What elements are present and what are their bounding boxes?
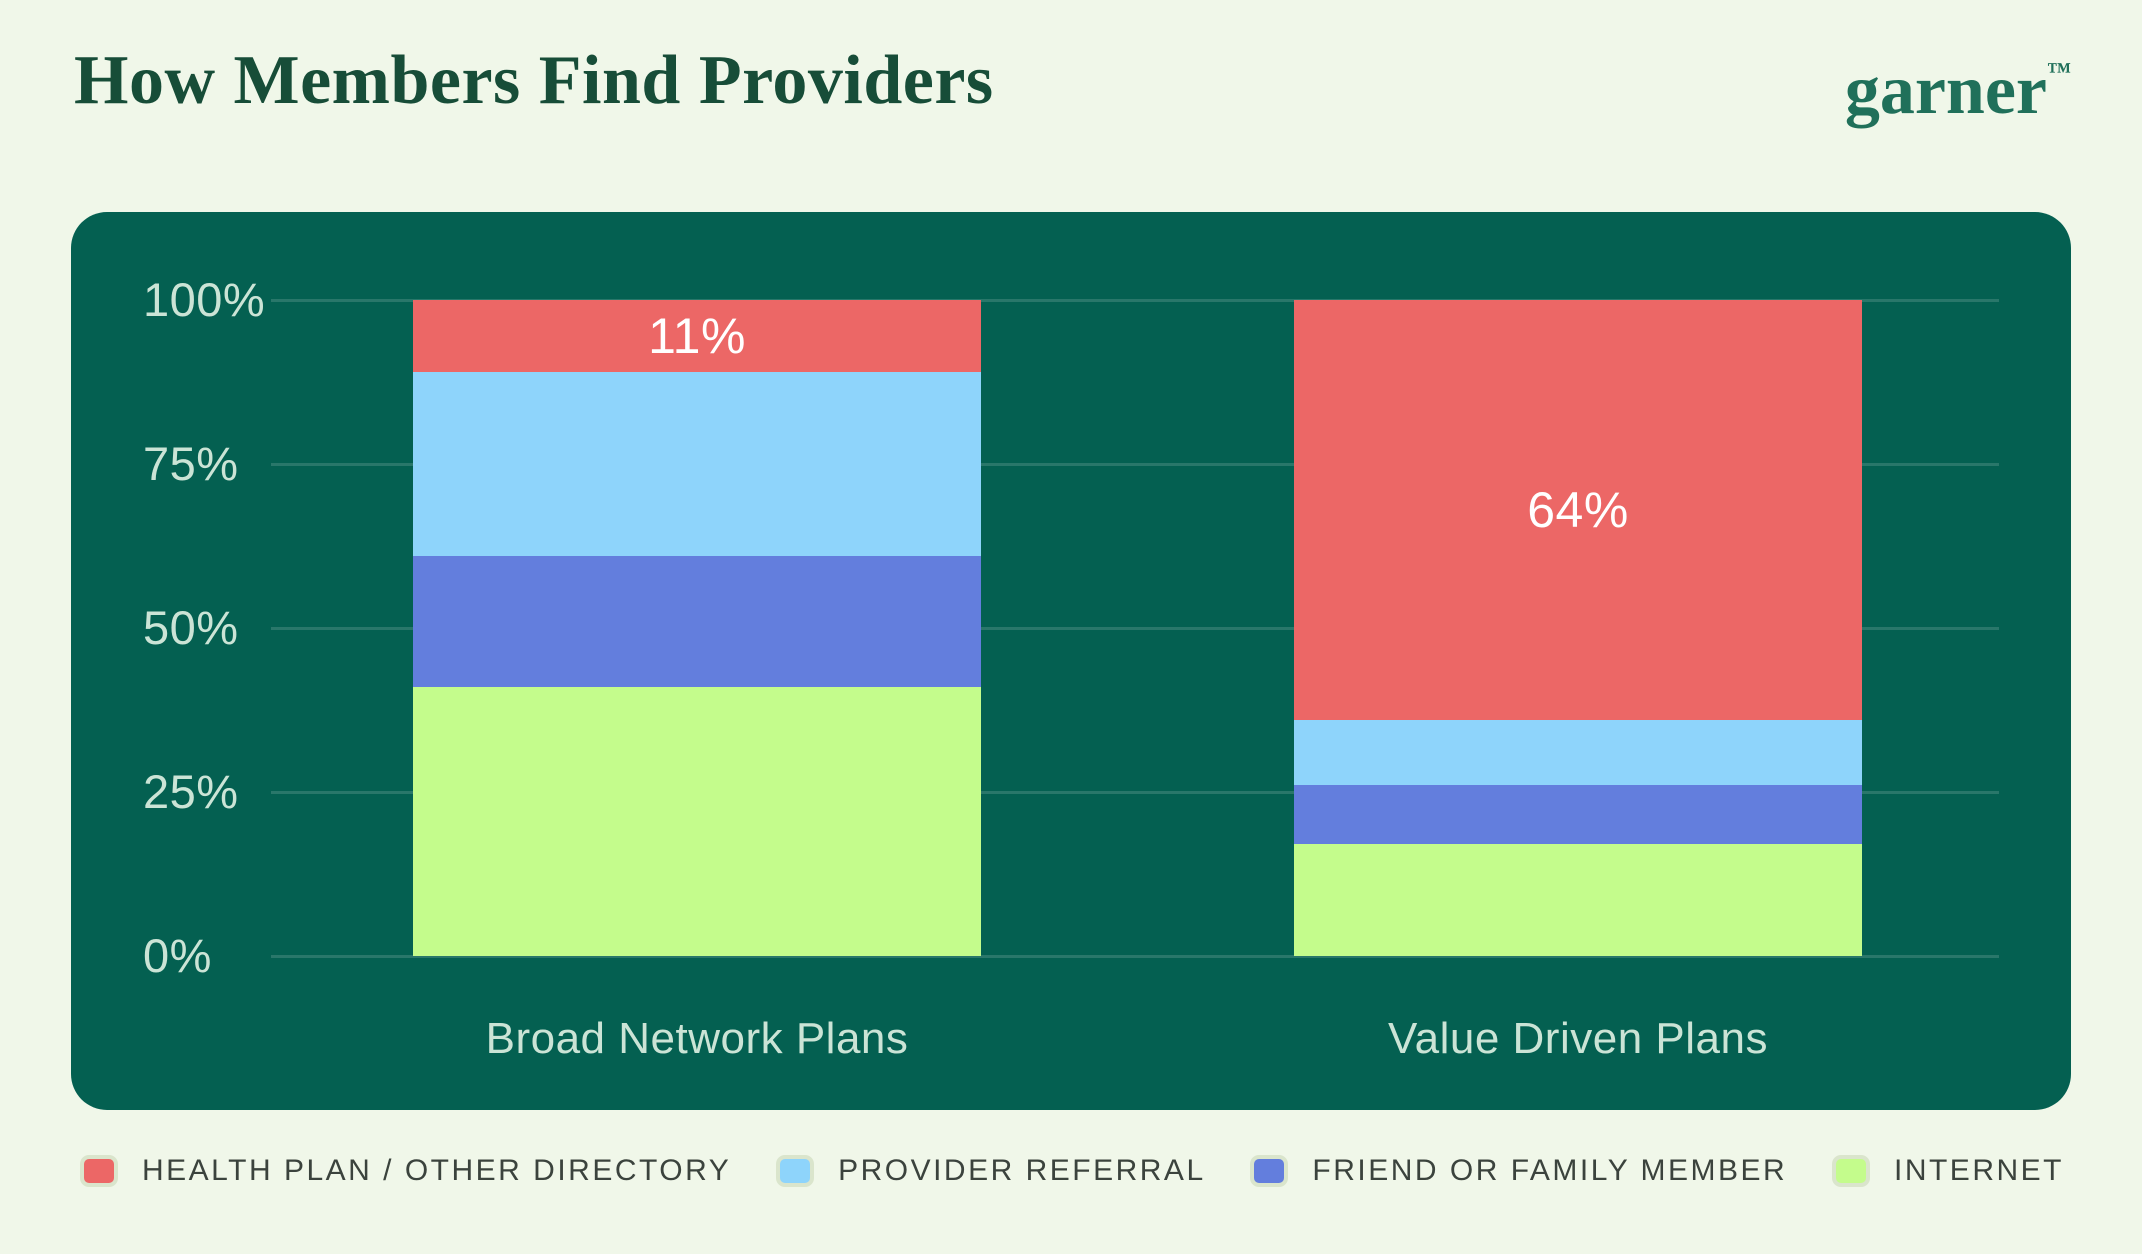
ytick-label-50: 50% [143, 601, 239, 654]
garner-logo-text: garner [1844, 52, 2047, 129]
gridline-100 [271, 299, 1999, 302]
legend-label-internet: INTERNET [1893, 1154, 2064, 1187]
legend-swatch-provider-referral [776, 1155, 815, 1187]
bar-value-driven-plans: 64% [1294, 300, 1862, 956]
category-label-broad-network-plans: Broad Network Plans [485, 1014, 909, 1063]
legend-item-internet: INTERNET [1831, 1154, 2064, 1188]
ytick-label-0: 0% [143, 929, 212, 982]
segment-friend-or-family-member-value-driven-plans [1294, 785, 1862, 845]
garner-logo: garner™ [1845, 56, 2072, 126]
value-label-broad-network-plans: 11% [648, 308, 746, 365]
legend-item-friend-or-family-member: FRIEND OR FAMILY MEMBER [1250, 1154, 1787, 1188]
legend-item-provider-referral: PROVIDER REFERRAL [776, 1154, 1206, 1188]
legend-swatch-health-plan-other-directory [80, 1155, 118, 1187]
trademark-symbol: ™ [2047, 59, 2072, 85]
ytick-label-100: 100% [143, 273, 266, 326]
segment-provider-referral-value-driven-plans [1294, 719, 1862, 786]
page-title: How Members Find Providers [74, 42, 994, 119]
gridline-25 [271, 791, 1999, 794]
segment-health-plan-other-directory-broad-network-plans: 11% [413, 300, 981, 373]
gridline-0 [271, 955, 1999, 958]
category-label-value-driven-plans: Value Driven Plans [1388, 1014, 1768, 1063]
legend-label-friend-or-family-member: FRIEND OR FAMILY MEMBER [1312, 1154, 1788, 1187]
legend-label-health-plan-other-directory: HEALTH PLAN / OTHER DIRECTORY [142, 1154, 732, 1187]
gridline-50 [271, 627, 1999, 630]
segment-internet-broad-network-plans [413, 687, 981, 956]
segment-friend-or-family-member-broad-network-plans [413, 555, 981, 688]
segment-health-plan-other-directory-value-driven-plans: 64% [1294, 300, 1862, 720]
segment-provider-referral-broad-network-plans [413, 372, 981, 556]
value-label-value-driven-plans: 64% [1527, 481, 1629, 538]
segment-internet-value-driven-plans [1294, 844, 1862, 956]
ytick-label-75: 75% [143, 437, 239, 490]
legend: HEALTH PLAN / OTHER DIRECTORY PROVIDER RE… [80, 1142, 2064, 1200]
legend-item-health-plan-other-directory: HEALTH PLAN / OTHER DIRECTORY [80, 1154, 731, 1188]
legend-swatch-internet [1831, 1155, 1870, 1187]
bar-broad-network-plans: 11% [413, 300, 981, 956]
gridline-75 [271, 463, 1999, 466]
chart-panel: 100% 75% 50% 25% 0% 11% 64% Broad Network Pla… [71, 212, 2071, 1110]
legend-swatch-friend-or-family-member [1250, 1155, 1289, 1187]
ytick-label-25: 25% [143, 765, 239, 818]
legend-label-provider-referral: PROVIDER REFERRAL [838, 1154, 1206, 1187]
